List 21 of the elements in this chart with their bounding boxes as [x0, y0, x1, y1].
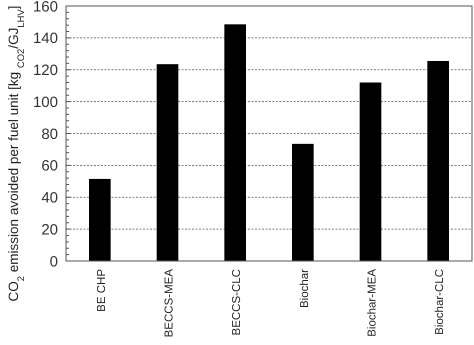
bar: [360, 82, 382, 261]
x-tick-label: Biochar-CLC: [434, 269, 446, 335]
x-tick-label: BE CHP: [96, 268, 108, 312]
x-tick-label: BECCS-CLC: [231, 269, 244, 336]
y-tick-label: 20: [41, 221, 58, 238]
bar: [292, 144, 314, 261]
y-tick-label: 40: [41, 190, 58, 206]
bar: [427, 60, 449, 261]
y-tick-label: 80: [41, 126, 58, 143]
x-tick-label: BECCS-MEA: [164, 268, 176, 338]
y-tick-label: 60: [41, 158, 58, 175]
x-tick-label: Biochar: [298, 268, 311, 308]
y-tick-label: 0: [50, 253, 58, 270]
y-tick-label: 140: [32, 30, 58, 48]
x-tick-label: Biochar-MEA: [366, 268, 378, 337]
bar: [156, 64, 178, 261]
y-tick-label: 160: [32, 0, 58, 16]
bar: [89, 178, 111, 261]
bar: [224, 24, 246, 261]
y-tick-label: 120: [32, 62, 58, 79]
y-tick-label: 100: [32, 94, 58, 111]
